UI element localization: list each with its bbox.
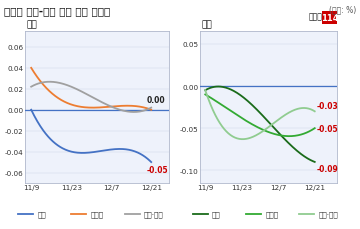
Text: 경기·인천: 경기·인천 (144, 211, 164, 217)
Text: (단위: %): (단위: %) (329, 6, 356, 15)
Text: -0.09: -0.09 (316, 164, 338, 173)
Text: 수도권 매매-전세 주간 가격 변동률: 수도권 매매-전세 주간 가격 변동률 (4, 6, 110, 16)
Text: 114: 114 (321, 14, 338, 23)
Text: 0.00: 0.00 (147, 96, 165, 105)
Text: 경기·인천: 경기·인천 (319, 211, 338, 217)
Text: 서울: 서울 (212, 211, 221, 217)
Text: 매매: 매매 (27, 20, 37, 29)
Text: -0.03: -0.03 (316, 101, 338, 110)
Text: 부동산: 부동산 (308, 13, 322, 22)
Text: -0.05: -0.05 (316, 124, 338, 133)
Text: 서울: 서울 (37, 211, 46, 217)
Text: 신도시: 신도시 (91, 211, 104, 217)
Text: -0.05: -0.05 (147, 166, 168, 174)
Text: 전세: 전세 (201, 20, 212, 29)
Text: 신도시: 신도시 (265, 211, 278, 217)
